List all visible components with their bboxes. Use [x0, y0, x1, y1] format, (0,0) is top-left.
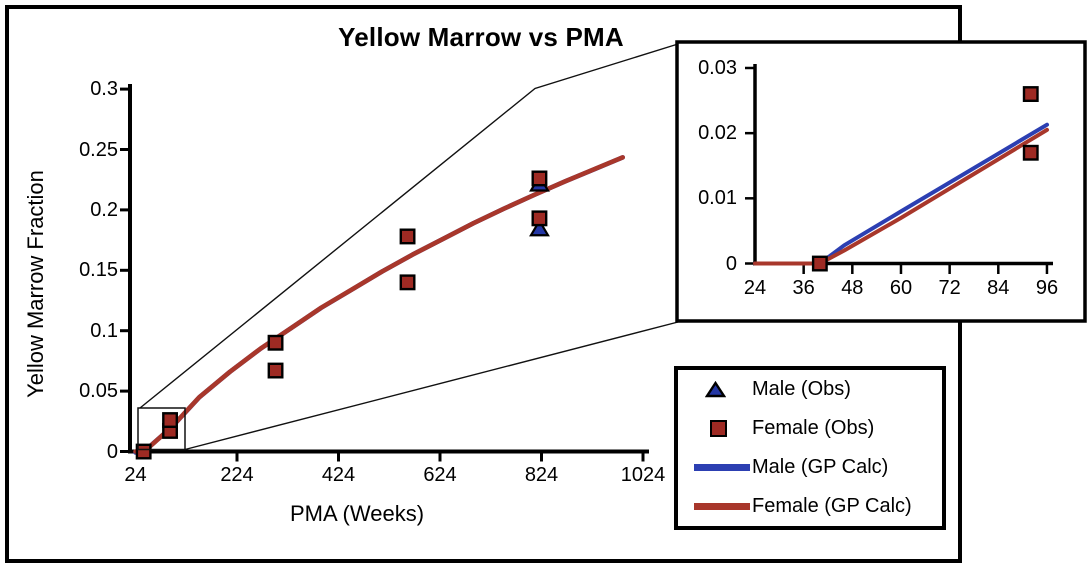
- legend-row-female-gp: Female (GP Calc): [678, 487, 942, 525]
- zoom-connector-top-line: [139, 43, 679, 409]
- female-obs-marker: [531, 210, 548, 227]
- main-x-tick-label: 24: [124, 464, 147, 486]
- main-y-tick-label: 0.25: [79, 138, 118, 161]
- y-axis-title: Yellow Marrow Fraction: [23, 170, 48, 398]
- chart-title: Yellow Marrow vs PMA: [338, 22, 624, 52]
- main-axes: [120, 84, 649, 462]
- inset-x-tick-label: 96: [1035, 277, 1059, 299]
- female-obs-square-icon: [678, 420, 752, 438]
- inset-x-tick-label: 48: [841, 277, 864, 299]
- inset-plot: [675, 40, 1087, 323]
- male-gp-calc-line: [133, 155, 626, 455]
- legend-label-female-obs: Female (Obs): [752, 417, 875, 440]
- main-y-tick-label: 0: [106, 440, 118, 463]
- female-obs-inset-marker: [1022, 86, 1039, 103]
- male-obs-triangle-icon: [678, 381, 752, 398]
- main-y-tick-label: 0.3: [90, 78, 118, 101]
- inset-x-tick-label: 24: [743, 277, 767, 299]
- legend: Male (Obs) Female (Obs) Male (GP Calc) F…: [674, 366, 946, 530]
- legend-row-female-obs: Female (Obs): [678, 410, 942, 448]
- female-obs-marker: [399, 274, 416, 291]
- legend-label-male-obs: Male (Obs): [752, 378, 851, 401]
- inset-x-tick-label: 60: [889, 277, 913, 299]
- female-obs-marker: [135, 443, 152, 460]
- inset-border: [675, 40, 1087, 323]
- female-gp-calc-line: [133, 155, 626, 454]
- inset-y-tick-label: 0.02: [698, 122, 737, 145]
- female-gp-line-icon: [678, 502, 752, 510]
- main-y-tick-label: 0.2: [90, 198, 118, 221]
- legend-label-male-gp: Male (GP Calc): [752, 455, 889, 478]
- inset-x-tick-label: 72: [938, 277, 961, 299]
- main-x-tick-label: 624: [423, 464, 457, 486]
- main-x-tick-label: 824: [524, 464, 559, 486]
- inset-y-tick-label: 0: [725, 252, 737, 275]
- inset-x-tick-label: 36: [792, 277, 815, 299]
- x-axis-title: PMA (Weeks): [289, 501, 425, 526]
- inset-y-tick-label: 0.03: [698, 56, 737, 79]
- female-obs-marker: [399, 228, 416, 245]
- legend-row-male-gp: Male (GP Calc): [678, 448, 942, 486]
- male-obs-marker: [529, 218, 550, 237]
- main-x-tick-label: 224: [220, 464, 254, 486]
- main-y-tick-label: 0.15: [79, 259, 118, 282]
- main-series-layer: [133, 155, 626, 460]
- main-x-tick-label: 1024: [620, 464, 666, 486]
- male-gp-line-icon: [678, 463, 752, 471]
- zoom-callout: [137, 43, 679, 451]
- female-obs-marker: [267, 334, 284, 351]
- female-gp-calc-inset-line: [753, 127, 1049, 266]
- zoom-connector-bottom-line: [184, 321, 679, 451]
- inset-axis-ticks: [745, 66, 1049, 274]
- legend-row-male-obs: Male (Obs): [678, 371, 942, 409]
- main-y-tick-label: 0.1: [90, 319, 118, 342]
- female-obs-marker: [267, 362, 284, 379]
- main-axis-ticks: [120, 87, 645, 462]
- main-x-tick-label: 424: [321, 464, 356, 486]
- inset-series-layer: [753, 86, 1049, 272]
- legend-label-female-gp: Female (GP Calc): [752, 494, 912, 517]
- inset-y-tick-label: 0.01: [698, 187, 737, 210]
- female-obs-marker: [531, 170, 548, 187]
- inset-x-tick-label: 84: [987, 277, 1010, 299]
- zoom-region-box: [137, 407, 186, 451]
- female-obs-marker: [162, 412, 179, 428]
- female-obs-inset-marker: [811, 255, 828, 272]
- female-obs-inset-marker: [1022, 144, 1039, 161]
- main-y-tick-label: 0.05: [79, 380, 118, 403]
